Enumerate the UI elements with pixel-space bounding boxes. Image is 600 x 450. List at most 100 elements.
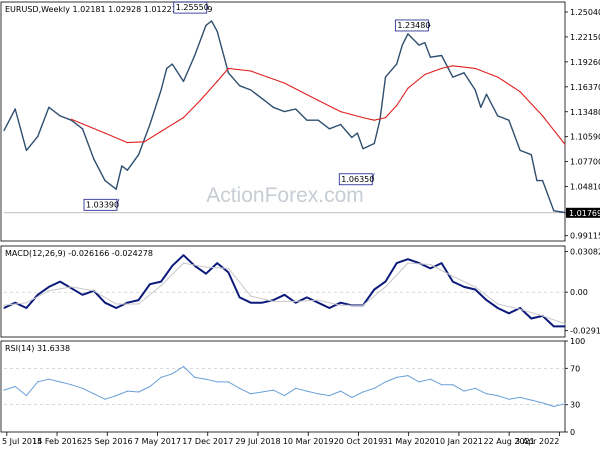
- rsi-line-point: [429, 378, 431, 380]
- macd-line-point: [261, 302, 263, 304]
- macd-signal-line-point: [340, 304, 342, 306]
- macd-line-point: [440, 262, 443, 264]
- rsi-line-point: [407, 374, 409, 377]
- price-panel: EURUSD,Weekly 1.02181 1.02928 1.01221 1.…: [0, 1, 600, 242]
- moving-average-line-point: [160, 130, 162, 133]
- macd-line-point: [59, 281, 61, 283]
- macd-line-point: [508, 312, 510, 314]
- price-series-point: [480, 106, 482, 108]
- rsi-line-point: [340, 390, 342, 392]
- rsi-line-point: [328, 395, 330, 397]
- rsi-line-point: [227, 381, 229, 383]
- price-series-point: [508, 119, 510, 121]
- rsi-line-point: [37, 381, 39, 383]
- y-tick-label: -0.029183: [570, 327, 600, 336]
- macd-line-point: [317, 302, 319, 304]
- macd-line-point: [407, 258, 409, 260]
- panel-title: EURUSD,Weekly 1.02181 1.02928 1.01221 1.…: [5, 5, 212, 14]
- macd-signal-line-point: [93, 290, 95, 292]
- macd-signal-line-point: [272, 300, 274, 302]
- moving-average-line-point: [407, 87, 409, 89]
- price-series-point: [272, 106, 274, 108]
- price-series-point: [93, 158, 95, 160]
- rsi-line-point: [272, 389, 274, 391]
- price-series-point: [160, 89, 162, 91]
- moving-average-line-point: [564, 143, 566, 145]
- macd-signal-line-point: [70, 286, 72, 288]
- moving-average-line-point: [362, 117, 364, 119]
- price-series-point: [519, 149, 521, 152]
- rsi-line-point: [452, 384, 454, 386]
- panel-title: RSI(14) 31.6338: [5, 344, 70, 353]
- rsi-line-point: [418, 381, 420, 383]
- price-series-point: [452, 76, 454, 78]
- y-tick-label: 70: [570, 364, 580, 373]
- price-series-point: [250, 89, 252, 91]
- annotation-label: 1.23480: [397, 21, 430, 30]
- rsi-line-point: [306, 390, 308, 392]
- macd-line-point: [328, 307, 330, 309]
- macd-line-point: [463, 286, 465, 288]
- rsi-line-point: [261, 391, 263, 393]
- x-tick-label: 3 Apr 2022: [515, 437, 559, 446]
- price-series-point: [373, 142, 375, 145]
- macd-signal-line-point: [564, 323, 566, 325]
- macd-signal-line-point: [474, 286, 476, 288]
- macd-line-point: [272, 299, 274, 301]
- price-series-point: [463, 72, 465, 74]
- y-tick-label: 1.19260: [570, 58, 600, 67]
- macd-line-point: [553, 325, 555, 328]
- price-series-point: [166, 67, 168, 70]
- price-series-point: [474, 89, 476, 91]
- macd-line-point: [126, 302, 129, 304]
- rsi-line-point: [3, 389, 5, 391]
- macd-line-point: [104, 302, 106, 304]
- price-series: [3, 20, 566, 214]
- macd-line-point: [205, 273, 207, 275]
- rsi-line-point: [239, 387, 241, 389]
- moving-average-line-point: [541, 115, 544, 117]
- macd-line-point: [373, 288, 375, 291]
- price-series-point: [194, 54, 196, 57]
- rsi-line-point: [171, 373, 173, 375]
- moving-average-line-point: [199, 99, 201, 101]
- price-series-point: [407, 33, 409, 35]
- price-series-point: [306, 119, 308, 121]
- moving-average-line-point: [70, 118, 72, 120]
- price-series-point: [418, 44, 420, 46]
- rsi-line-point: [115, 395, 117, 397]
- moving-average-line-point: [497, 76, 499, 78]
- x-tick-label: 7 May 2017: [134, 437, 181, 446]
- price-series-point: [138, 154, 140, 156]
- rsi-line-point: [194, 376, 196, 378]
- moving-average-line: [71, 65, 566, 145]
- rsi-line-point: [295, 387, 297, 389]
- moving-average-line-point: [474, 67, 476, 70]
- macd-line-point: [182, 254, 185, 256]
- moving-average-line-point: [104, 132, 106, 134]
- moving-average-line-point: [452, 65, 454, 67]
- rsi-line-point: [70, 384, 72, 386]
- macd-line-point: [250, 302, 252, 304]
- price-series-point: [59, 115, 61, 117]
- price-series-point: [564, 211, 566, 214]
- price-series-point: [115, 188, 117, 190]
- macd-line-point: [37, 294, 39, 296]
- macd-line-point: [497, 307, 499, 309]
- price-series-point: [485, 93, 488, 95]
- rsi-line-point: [553, 405, 555, 408]
- rsi-line-point: [104, 398, 106, 400]
- macd-line-point: [70, 287, 72, 289]
- macd-signal-line-point: [25, 302, 28, 304]
- macd-line-point: [340, 302, 342, 304]
- x-tick-label: 29 Jul 2018: [235, 437, 280, 446]
- price-series-point: [149, 123, 151, 126]
- y-tick-label: 1.25040: [570, 8, 600, 17]
- macd-signal-line-point: [115, 303, 117, 305]
- price-series-point: [182, 80, 185, 82]
- macd-signal-line-point: [541, 315, 544, 317]
- x-tick-label: 10 Mar 2019: [283, 437, 334, 446]
- rsi-line-point: [508, 398, 510, 400]
- macd-line-point: [530, 317, 532, 320]
- rsi-panel: RSI(14) 31.6338 100 70 30 0: [0, 337, 585, 437]
